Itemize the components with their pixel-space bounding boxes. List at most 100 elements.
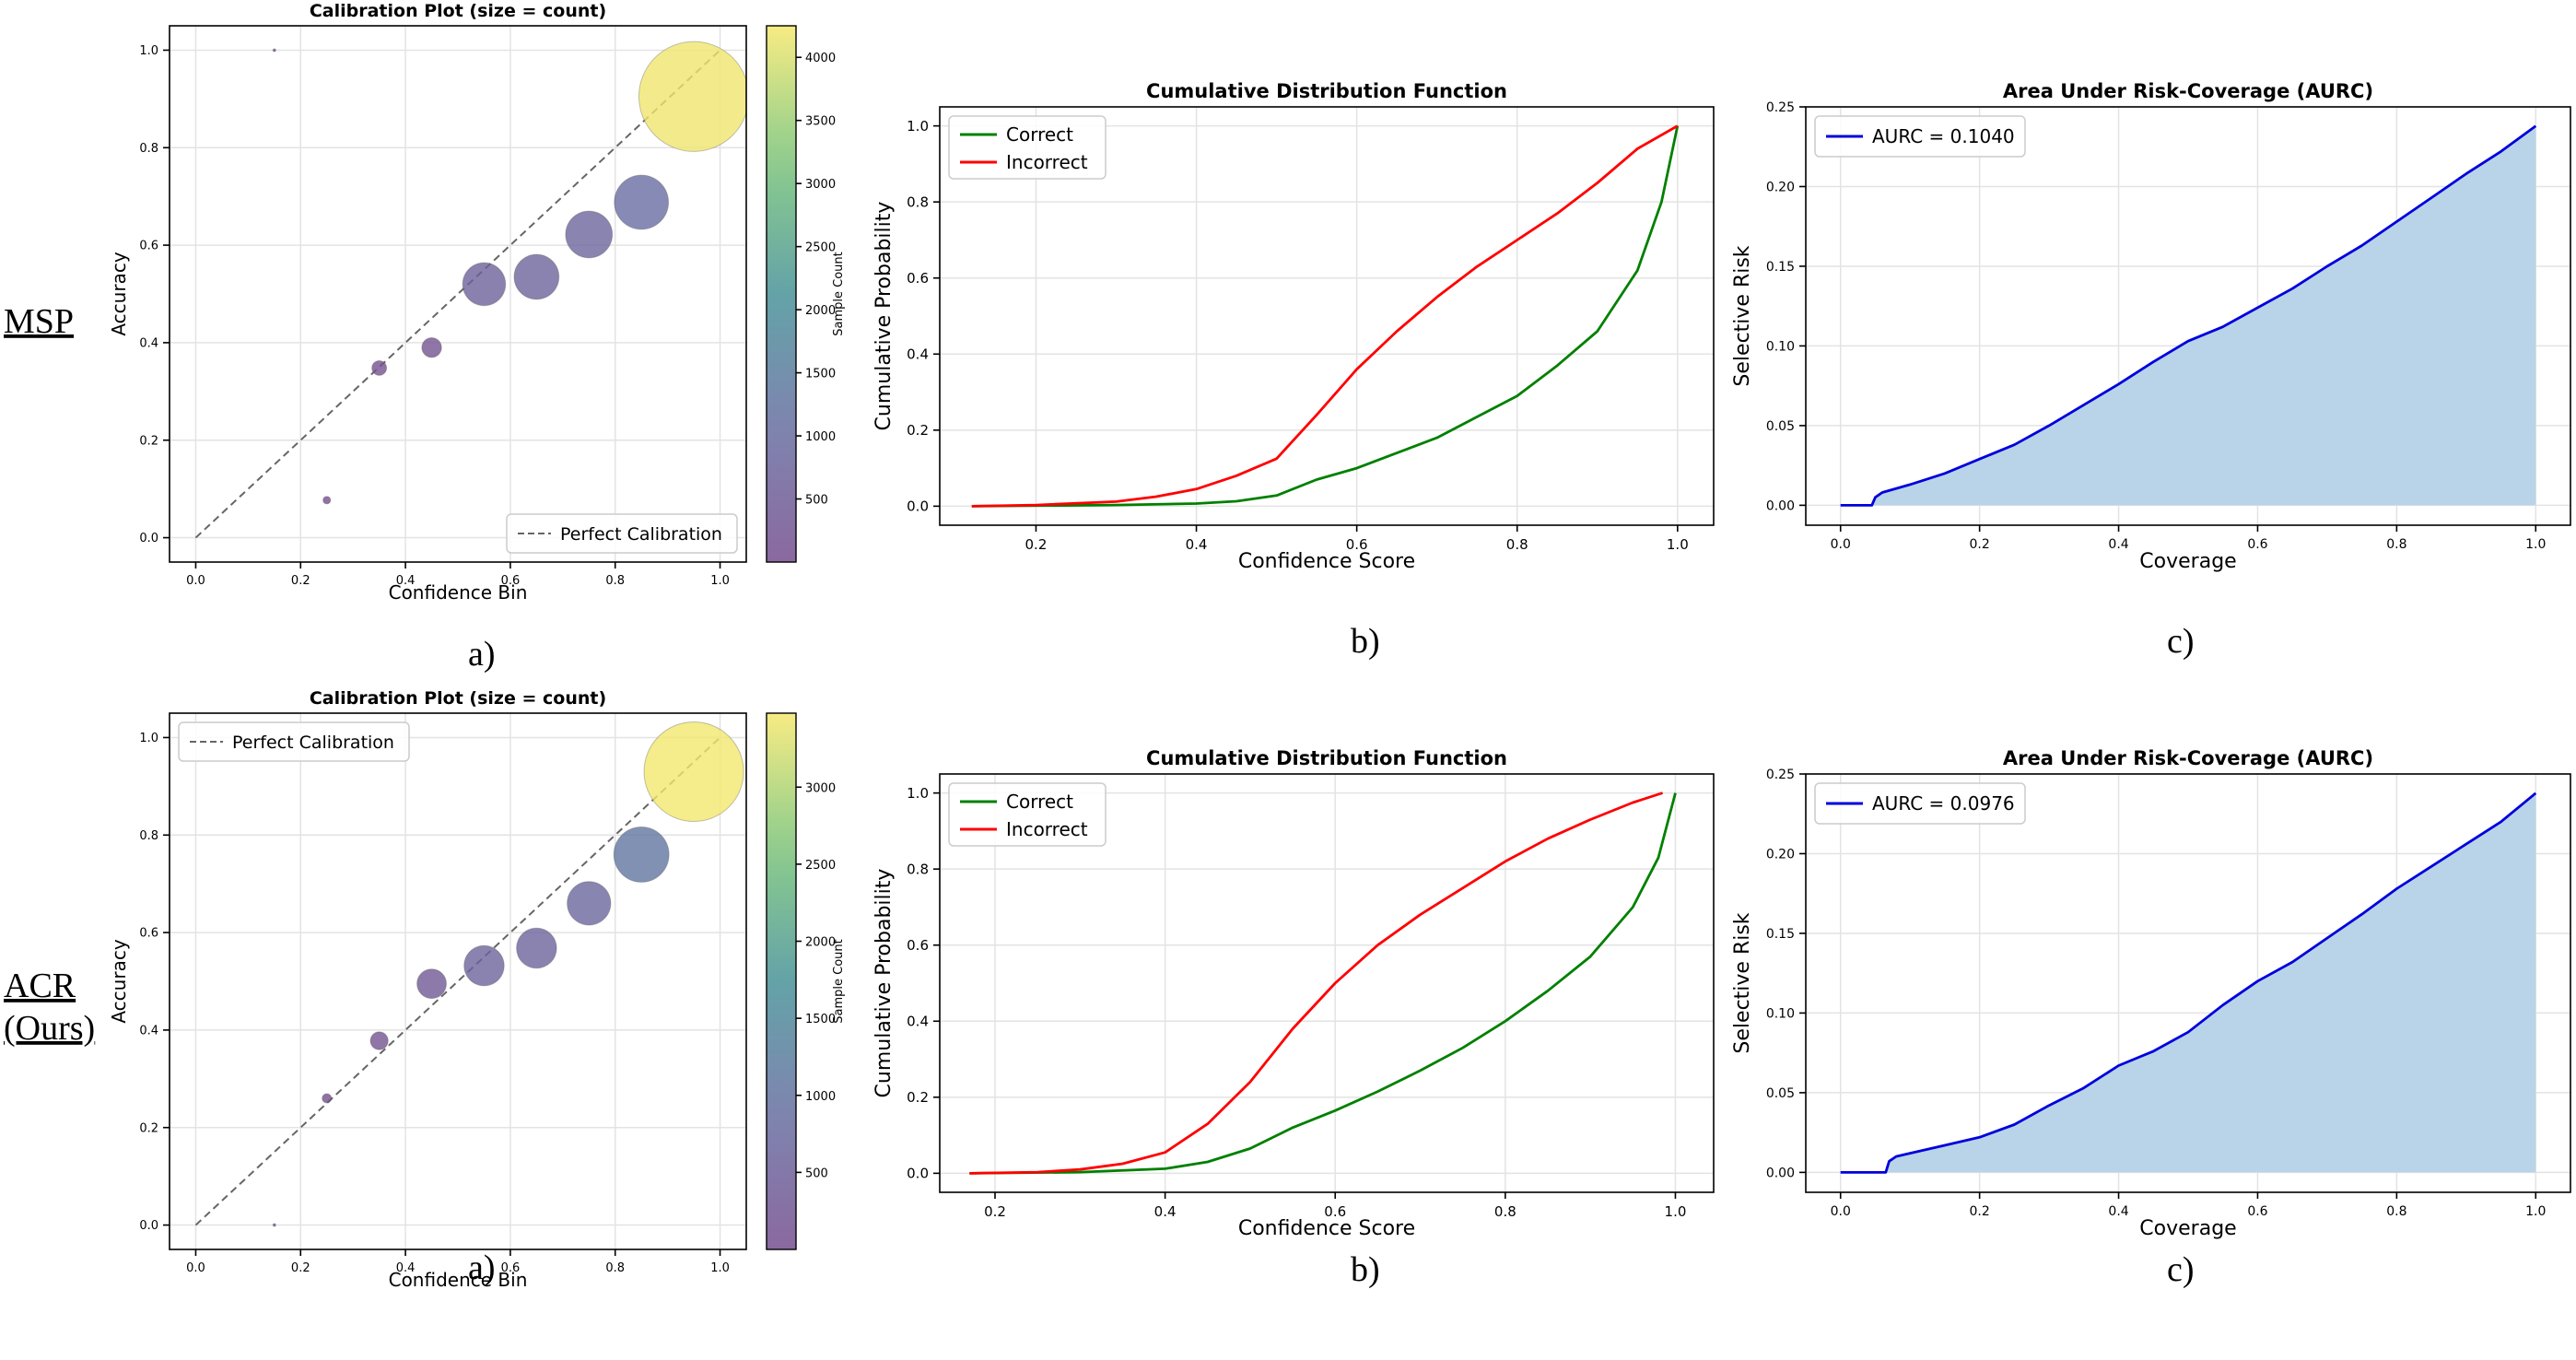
calibration-point — [462, 262, 507, 307]
calibration-point — [638, 41, 746, 152]
calibration-point — [421, 337, 442, 358]
aurc-line — [1840, 791, 2537, 1174]
y-tick-label: 0.6 — [139, 927, 158, 941]
panel-label-a: a) — [468, 635, 496, 674]
calibration-point — [643, 721, 744, 823]
y-axis-label: Selective Risk — [1731, 912, 1754, 1053]
aurc-area — [1840, 125, 2536, 506]
x-tick-label: 1.0 — [2525, 1204, 2546, 1219]
y-tick-label: 0.8 — [139, 829, 158, 843]
y-tick-label: 0.8 — [139, 142, 158, 156]
legend-label: Correct — [1006, 123, 1073, 146]
y-tick-label: 0.0 — [907, 498, 929, 515]
x-tick-label: 0.4 — [396, 1261, 416, 1275]
y-tick-label: 0.8 — [907, 193, 929, 210]
x-axis-label: Confidence Bin — [389, 581, 528, 604]
chart-title: Calibration Plot (size = count) — [310, 1, 606, 21]
panel-label-b: b) — [1351, 1250, 1380, 1289]
y-tick-label: 0.0 — [139, 532, 158, 545]
calibration-point — [567, 881, 612, 926]
colorbar-tick-label: 500 — [805, 1167, 828, 1180]
y-tick-label: 0.6 — [139, 240, 158, 253]
x-tick-label: 1.0 — [1667, 536, 1689, 553]
chart-title: Cumulative Distribution Function — [1146, 747, 1507, 769]
colorbar-tick-label: 2000 — [805, 304, 836, 318]
aurc-area — [1840, 792, 2536, 1173]
y-tick-label: 0.25 — [1766, 768, 1795, 782]
x-tick-label: 0.2 — [291, 1261, 310, 1275]
y-tick-label: 0.15 — [1766, 260, 1795, 275]
x-tick-label: 1.0 — [710, 574, 730, 588]
x-axis-label: Coverage — [2139, 550, 2236, 573]
colorbar-tick-label: 2500 — [805, 859, 836, 873]
x-tick-label: 0.0 — [1831, 1204, 1851, 1219]
aurc-line — [1840, 124, 2537, 507]
colorbar-tick-label: 4000 — [805, 52, 836, 65]
cdf-plot-msp: 0.2 0.4 0.6 0.8 1.0 0.0 0.2 0.4 0.6 0.8 1.0 Cumulat… — [872, 80, 1715, 573]
y-tick-label: 0.0 — [139, 1219, 158, 1233]
y-tick-label: 0.20 — [1766, 180, 1795, 194]
y-tick-label: 0.05 — [1766, 419, 1795, 434]
legend: AURC = 0.0976 — [1814, 782, 2026, 825]
y-axis-label: Accuracy — [108, 939, 130, 1023]
x-tick-label: 1.0 — [1665, 1203, 1687, 1220]
y-axis-label: Selective Risk — [1731, 245, 1754, 386]
colorbar-tick-label: 1000 — [805, 1090, 836, 1104]
legend: Perfect Calibration — [178, 721, 410, 762]
calibration-point — [513, 253, 560, 300]
legend-box — [506, 513, 738, 554]
aurc-plot-msp: 0.0 0.2 0.4 0.6 0.8 1.0 0.00 0.05 0.10 0.15 0.20 0.… — [1731, 80, 2571, 573]
x-tick-label: 0.6 — [2247, 537, 2267, 552]
x-axis-label: Confidence Score — [1238, 1217, 1415, 1240]
x-tick-label: 0.0 — [1831, 537, 1851, 552]
calibration-point — [613, 826, 670, 883]
axes-frame — [169, 712, 747, 1250]
legend: Perfect Calibration — [506, 513, 738, 554]
x-tick-label: 0.4 — [1186, 536, 1208, 553]
row-label-line: ACR — [4, 967, 76, 1005]
calibration-point — [463, 944, 505, 987]
panel-label-b: b) — [1351, 622, 1380, 661]
x-axis-label: Coverage — [2139, 1217, 2236, 1240]
x-tick-label: 0.6 — [1346, 536, 1368, 553]
x-tick-label: 1.0 — [710, 1261, 730, 1275]
colorbar-tick-label: 2500 — [805, 241, 836, 255]
calibration-point — [322, 1093, 333, 1104]
y-tick-label: 0.4 — [139, 1024, 158, 1038]
colorbar-label: Sample Count — [832, 252, 846, 335]
legend-box — [1814, 782, 2026, 825]
y-tick-label: 0.2 — [139, 434, 158, 448]
y-tick-label: 0.6 — [907, 937, 929, 954]
y-tick-label: 0.15 — [1766, 927, 1795, 942]
legend-box — [178, 721, 410, 762]
legend-label: Incorrect — [1006, 151, 1088, 173]
y-axis-label: Cumulative Probability — [872, 869, 896, 1098]
colorbar-tick-label: 1500 — [805, 1013, 836, 1026]
colorbar-tick-label: 3000 — [805, 178, 836, 192]
y-tick-label: 0.00 — [1766, 498, 1795, 513]
x-tick-label: 0.2 — [291, 574, 310, 588]
y-tick-label: 0.2 — [139, 1121, 158, 1135]
y-tick-label: 0.6 — [907, 270, 929, 287]
panel-label-a: a) — [468, 1249, 496, 1287]
chart-title: Area Under Risk-Coverage (AURC) — [2003, 747, 2373, 769]
legend: Correct Incorrect — [948, 782, 1107, 847]
legend-label: Correct — [1006, 791, 1073, 813]
calibration-point — [322, 496, 332, 505]
series-line-incorrect — [971, 124, 1679, 508]
y-tick-label: 0.2 — [907, 422, 929, 439]
y-tick-label: 0.4 — [907, 1014, 929, 1030]
y-axis-label: Accuracy — [108, 252, 130, 335]
x-tick-label: 0.6 — [501, 1261, 521, 1275]
x-tick-label: 0.8 — [1494, 1203, 1516, 1220]
panel-label-c: c) — [2167, 1250, 2195, 1289]
x-tick-label: 0.2 — [1970, 537, 1990, 552]
x-tick-label: 0.4 — [2108, 537, 2128, 552]
y-tick-label: 0.4 — [907, 346, 929, 363]
legend: AURC = 0.1040 — [1814, 115, 2026, 158]
calibration-plot-msp: 0.0 0.2 0.4 0.6 0.8 1.0 0.0 0.2 0.4 0.6 0.8 1.0 Cali… — [108, 1, 846, 604]
colorbar-tick-label: 1000 — [805, 430, 836, 444]
perfect-calibration-line — [194, 49, 721, 539]
x-axis-label: Confidence Score — [1238, 550, 1415, 573]
